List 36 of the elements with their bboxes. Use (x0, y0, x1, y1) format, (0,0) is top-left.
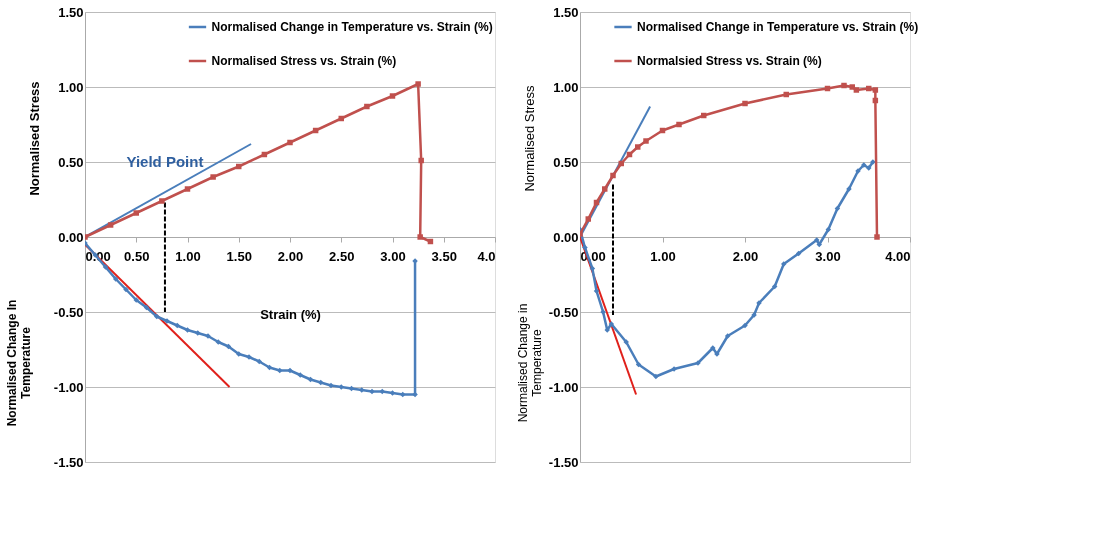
y-axis-title: Normalised Stress (521, 84, 537, 192)
y-tick-label: -1.50 (53, 454, 84, 470)
y-axis-title: Normalised Stress (26, 81, 42, 196)
y-tick-label: 0.50 (58, 154, 84, 170)
y-tick-label: 1.50 (553, 4, 579, 20)
x-tick-label: 2.00 (732, 248, 759, 264)
x-tick-label: 3.00 (380, 248, 406, 264)
x-tick-label: 1.50 (226, 248, 252, 264)
y-tick-label: 1.50 (58, 4, 84, 20)
y-tick-label: -1.50 (548, 454, 579, 470)
y-tick-label: 1.00 (553, 79, 579, 95)
y-tick-label: 0.00 (553, 229, 579, 245)
text: Normalised Change in Temperature (516, 303, 544, 423)
x-tick-label: 0.50 (124, 248, 150, 264)
legend-label: Normalised Stress vs. Strain (%) (211, 54, 397, 68)
y-tick-label: -0.50 (548, 304, 579, 320)
x-axis-title: Strain (%) (260, 306, 321, 322)
y-tick-label: -1.00 (548, 379, 579, 395)
legend-label: Normalsied Stress vs. Strain (%) (637, 54, 822, 68)
x-tick-label: 1.00 (650, 248, 676, 264)
annotation: Yield Point (126, 152, 204, 170)
y-tick-label: -1.00 (53, 379, 84, 395)
x-tick-label: 3.00 (815, 248, 841, 264)
x-tick-label: 3.50 (431, 248, 457, 264)
text: Normalised Change In Temperature (5, 299, 33, 427)
y-tick-label: 0.50 (553, 154, 579, 170)
y-tick-label: -0.50 (53, 304, 84, 320)
legend-label: Normalised Change in Temperature vs. Strain (%) (211, 20, 493, 34)
x-tick-label: 2.50 (329, 248, 355, 264)
x-tick-label: 2.00 (277, 248, 304, 264)
x-tick-label: 4.0 (477, 248, 496, 264)
x-tick-label: 4.00 (885, 248, 911, 264)
x-tick-label: 1.00 (175, 248, 201, 264)
legend-label: Normalised Change in Temperature vs. Strain (%) (637, 20, 919, 34)
y-tick-label: 0.00 (58, 229, 84, 245)
y-tick-label: 1.00 (58, 79, 84, 95)
